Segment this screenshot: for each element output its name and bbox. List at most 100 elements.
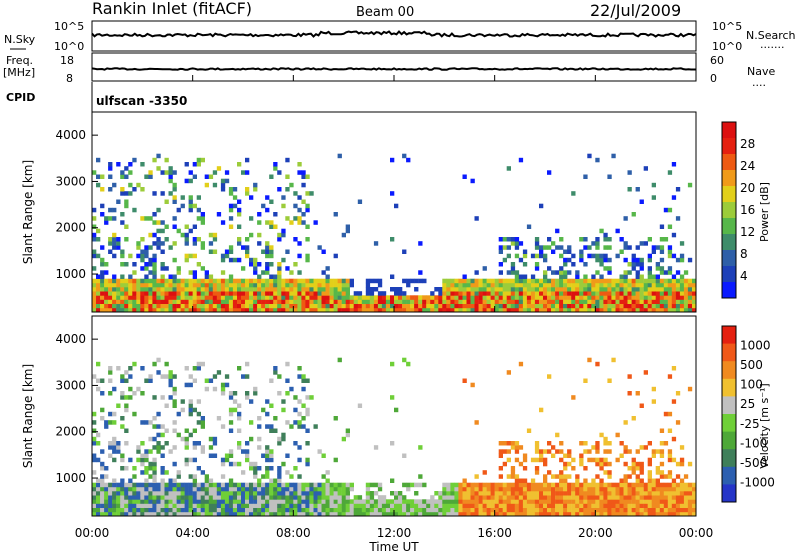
power-cell — [309, 287, 314, 292]
velocity-cell — [591, 478, 596, 483]
velocity-cell — [599, 491, 604, 496]
power-cell — [337, 153, 342, 159]
velocity-cell — [494, 482, 499, 488]
power-cell — [120, 287, 125, 292]
velocity-cell — [539, 499, 544, 504]
velocity-cell — [136, 457, 141, 463]
velocity-cell — [349, 486, 354, 492]
velocity-cell — [100, 491, 105, 496]
velocity-cell — [402, 507, 407, 513]
velocity-cell — [454, 491, 459, 496]
power-cell — [216, 303, 222, 309]
velocity-cell — [647, 486, 652, 492]
power-cell — [100, 174, 105, 179]
power-cell — [192, 295, 197, 300]
power-cell — [156, 299, 161, 304]
velocity-cell — [474, 420, 479, 425]
power-cell — [663, 287, 669, 292]
velocity-cell — [112, 449, 117, 454]
power-cell — [265, 307, 270, 313]
power-cell — [204, 174, 209, 179]
velocity-cell — [228, 486, 234, 492]
power-cell — [373, 295, 379, 300]
power-cell — [241, 245, 246, 250]
velocity-cell — [152, 424, 157, 429]
power-cell — [257, 303, 262, 309]
velocity-cell — [136, 507, 141, 513]
velocity-cell — [450, 499, 455, 504]
velocity-colorbar-label: Velocity [m s⁻¹] — [758, 383, 771, 468]
power-cell — [655, 307, 660, 313]
power-cell — [671, 274, 677, 279]
power-cell — [249, 195, 254, 200]
power-cell — [559, 303, 564, 309]
velocity-cell — [530, 499, 536, 504]
velocity-cell — [261, 507, 266, 513]
velocity-cell — [458, 495, 463, 500]
power-cell — [619, 287, 624, 292]
power-cell — [261, 287, 266, 292]
power-cell — [212, 237, 218, 242]
velocity-cell — [410, 507, 415, 513]
power-cell — [490, 295, 495, 300]
power-cell — [623, 216, 628, 221]
power-cell — [655, 303, 660, 309]
nave-dots: ···· — [752, 79, 766, 92]
power-cell — [241, 287, 246, 292]
velocity-cell — [530, 457, 536, 463]
velocity-cell — [232, 499, 238, 504]
velocity-cell — [603, 503, 608, 508]
power-cell — [164, 295, 169, 300]
power-cell — [422, 295, 427, 300]
power-cell — [667, 224, 673, 229]
velocity-cell — [216, 499, 222, 504]
velocity-cell — [595, 474, 600, 479]
power-cell — [249, 299, 254, 304]
velocity-cell — [232, 503, 238, 508]
power-cell — [124, 303, 129, 309]
velocity-cell — [357, 495, 363, 500]
velocity-cell — [176, 499, 181, 504]
velocity-cell — [192, 499, 197, 504]
power-cell — [510, 303, 516, 309]
power-cell — [289, 303, 294, 309]
power-cell — [132, 282, 137, 288]
power-cell — [442, 278, 447, 284]
velocity-cell — [257, 424, 262, 429]
velocity-cell — [567, 453, 572, 458]
velocity-cell — [369, 491, 375, 496]
power-cell — [329, 282, 334, 288]
velocity-cell — [534, 482, 540, 488]
power-cell — [200, 291, 205, 296]
power-cell — [470, 178, 475, 184]
power-cell — [410, 278, 415, 284]
velocity-cell — [530, 482, 536, 488]
velocity-cell — [124, 511, 129, 517]
velocity-cell — [559, 478, 564, 483]
power-cell — [112, 282, 117, 288]
power-cell — [422, 303, 427, 309]
power-cell — [369, 299, 375, 304]
power-cell — [591, 287, 596, 292]
velocity-cell — [277, 391, 282, 396]
velocity-cell — [152, 416, 157, 421]
power-cell — [112, 295, 117, 300]
velocity-cell — [595, 499, 600, 504]
power-cell — [277, 282, 282, 288]
power-cell — [539, 249, 544, 254]
velocity-cell — [365, 511, 371, 517]
power-cell — [651, 307, 656, 313]
velocity-cell — [353, 495, 358, 500]
velocity-cell — [305, 499, 310, 504]
velocity-cell — [140, 441, 145, 446]
power-cell — [301, 303, 306, 309]
power-cell — [160, 291, 165, 296]
power-cell — [321, 287, 326, 292]
velocity-cell — [249, 399, 254, 404]
power-cell — [563, 278, 568, 284]
colorbar-tick-label: 4 — [740, 269, 748, 283]
power-cell — [285, 295, 290, 300]
velocity-cell — [579, 482, 584, 488]
power-cell — [502, 307, 507, 313]
power-cell — [124, 307, 129, 313]
